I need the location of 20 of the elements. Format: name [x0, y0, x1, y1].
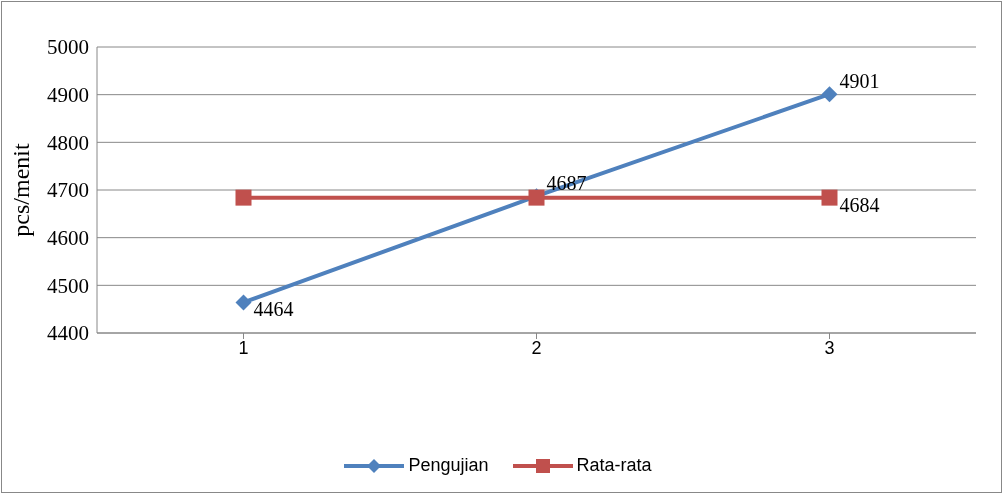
point — [821, 189, 838, 206]
y-axis-title: pcs/menit — [7, 143, 34, 237]
y-tick-label: 4800 — [47, 130, 89, 155]
y-tick-label: 4600 — [47, 226, 89, 251]
y-tick-label: 4700 — [47, 178, 89, 203]
y-tick-label: 4900 — [47, 83, 89, 108]
legend-label: Pengujian — [408, 455, 489, 476]
legend-label: Rata-rata — [576, 455, 652, 476]
y-tick-label: 4500 — [47, 273, 89, 298]
x-tick-label: 1 — [238, 337, 249, 358]
x-tick-label: 3 — [824, 337, 835, 358]
point — [235, 189, 252, 206]
data-label: 4901 — [839, 70, 880, 93]
y-tick-label: 4400 — [47, 321, 89, 346]
data-label: 4464 — [253, 298, 294, 321]
x-tick-label: 2 — [531, 337, 542, 358]
point — [235, 294, 252, 311]
point — [821, 86, 838, 103]
data-label: 4684 — [839, 193, 880, 216]
y-tick-label: 5000 — [47, 35, 89, 60]
